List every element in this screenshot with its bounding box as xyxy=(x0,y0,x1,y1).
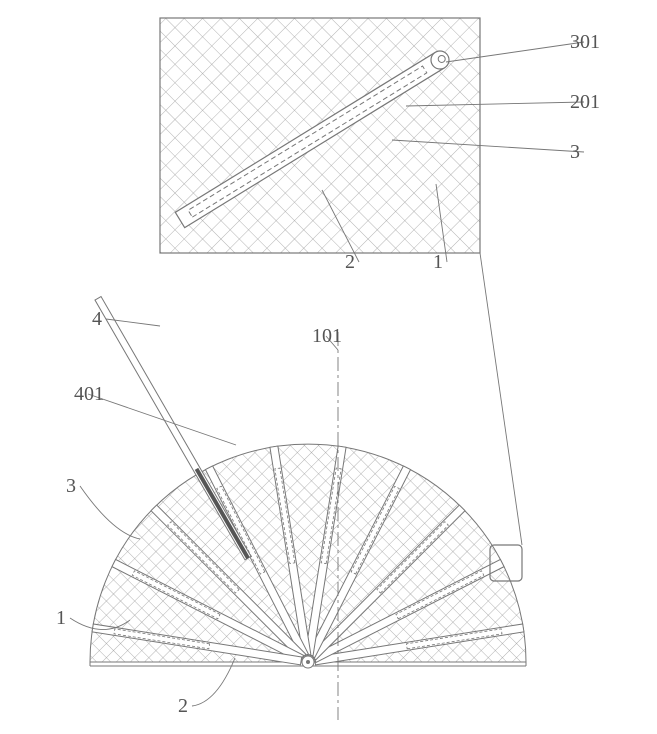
label-1m: 1 xyxy=(56,607,66,629)
leader-3m xyxy=(80,486,140,539)
label-101: 101 xyxy=(312,325,342,347)
pivot-center-icon xyxy=(306,660,310,664)
label-1d: 1 xyxy=(433,251,443,273)
detail-view xyxy=(160,18,480,253)
label-2d: 2 xyxy=(345,251,355,273)
label-401: 401 xyxy=(74,383,104,405)
diagram-stage: 301 201 3 2 1 4 101 401 3 1 2 xyxy=(0,0,657,734)
label-3m: 3 xyxy=(66,475,76,497)
label-201: 201 xyxy=(570,91,600,113)
label-3d: 3 xyxy=(570,141,580,163)
label-2m: 2 xyxy=(178,695,188,717)
callout-leader xyxy=(480,253,522,545)
label-4: 4 xyxy=(92,308,102,330)
fan-diagram xyxy=(90,253,526,720)
label-301: 301 xyxy=(570,31,600,53)
leader-2m xyxy=(192,658,235,706)
patent-figure: 301 201 3 2 1 4 101 401 3 1 2 xyxy=(0,0,657,734)
